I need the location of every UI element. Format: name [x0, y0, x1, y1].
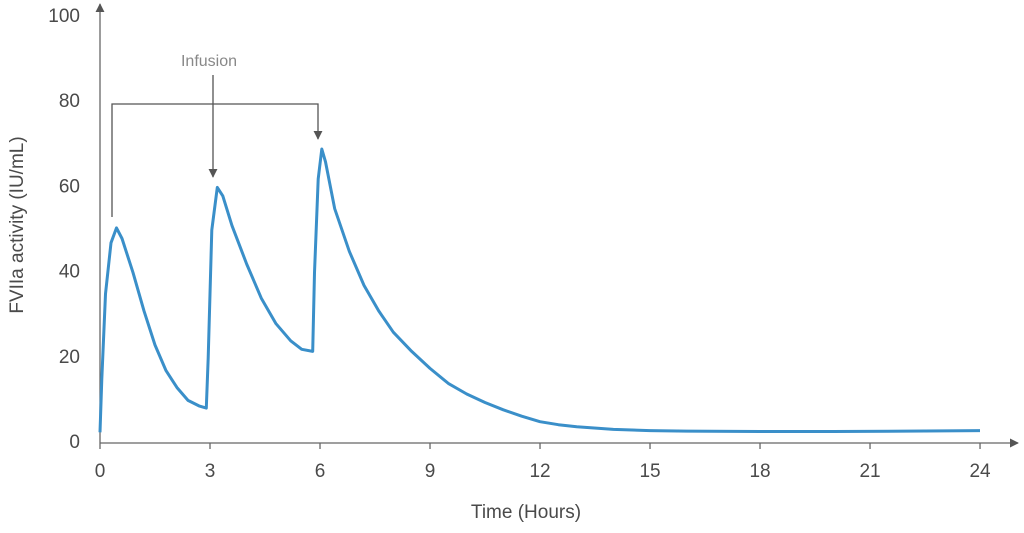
x-tick-label: 12: [529, 461, 550, 482]
x-tick-label: 21: [859, 461, 880, 482]
x-tick-label: 24: [969, 461, 991, 482]
y-tick-label: 100: [48, 6, 80, 27]
data-line: [98, 147, 981, 433]
x-tick-label: 6: [315, 461, 326, 482]
x-tick-label: 3: [205, 461, 216, 482]
y-axis-title: FVIIa activity (IU/mL): [7, 136, 28, 313]
annotation: Infusion: [181, 53, 237, 70]
x-tick-label: 18: [749, 461, 770, 482]
y-tick-label: 20: [59, 347, 80, 368]
y-tick-label: 40: [59, 262, 80, 283]
y-tick-label: 60: [59, 176, 80, 197]
y-tick-label: 80: [59, 91, 80, 112]
x-axis-title: Time (Hours): [471, 502, 581, 523]
x-tick-label: 0: [95, 461, 106, 482]
infusion-arrows: [111, 75, 323, 217]
x-tick-label: 15: [639, 461, 660, 482]
y-tick-label: 0: [69, 432, 80, 453]
x-tick-label: 9: [425, 461, 436, 482]
